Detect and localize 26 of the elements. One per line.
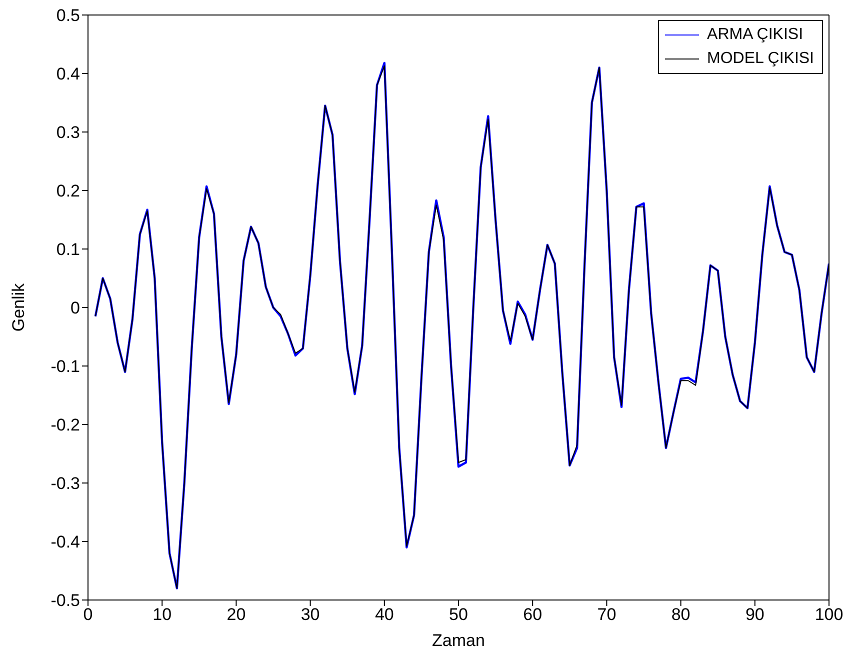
y-tick-label: -0.2 xyxy=(50,416,80,435)
legend-label: ARMA ÇIKISI xyxy=(707,26,804,44)
x-tick-label: 50 xyxy=(449,605,468,624)
x-tick-label: 70 xyxy=(597,605,616,624)
x-tick-label: 60 xyxy=(523,605,542,624)
x-tick-label: 20 xyxy=(226,605,246,624)
y-tick-label: -0.4 xyxy=(50,532,80,552)
x-tick-label: 40 xyxy=(374,605,394,624)
y-tick-label: -0.5 xyxy=(50,591,80,610)
x-tick-label: 30 xyxy=(300,605,320,624)
y-axis-title: Genlik xyxy=(9,282,28,332)
y-tick-label: -0.1 xyxy=(50,357,80,376)
y-tick-label: 0.3 xyxy=(56,123,80,142)
x-tick-label: 10 xyxy=(152,605,172,624)
y-tick-label: -0.3 xyxy=(50,474,80,494)
x-axis-title: Zaman xyxy=(432,631,485,650)
x-tick-label: 100 xyxy=(814,605,844,624)
x-tick-label: 0 xyxy=(83,605,93,624)
y-tick-label: 0 xyxy=(70,298,80,318)
y-tick-label: 0.4 xyxy=(56,64,80,84)
y-tick-label: 0.5 xyxy=(56,6,80,26)
x-tick-label: 80 xyxy=(671,605,690,624)
y-tick-label: 0.1 xyxy=(56,240,80,260)
legend-label: MODEL ÇIKISI xyxy=(707,50,814,68)
x-tick-label: 90 xyxy=(745,605,764,624)
y-tick-label: 0.2 xyxy=(56,182,80,201)
